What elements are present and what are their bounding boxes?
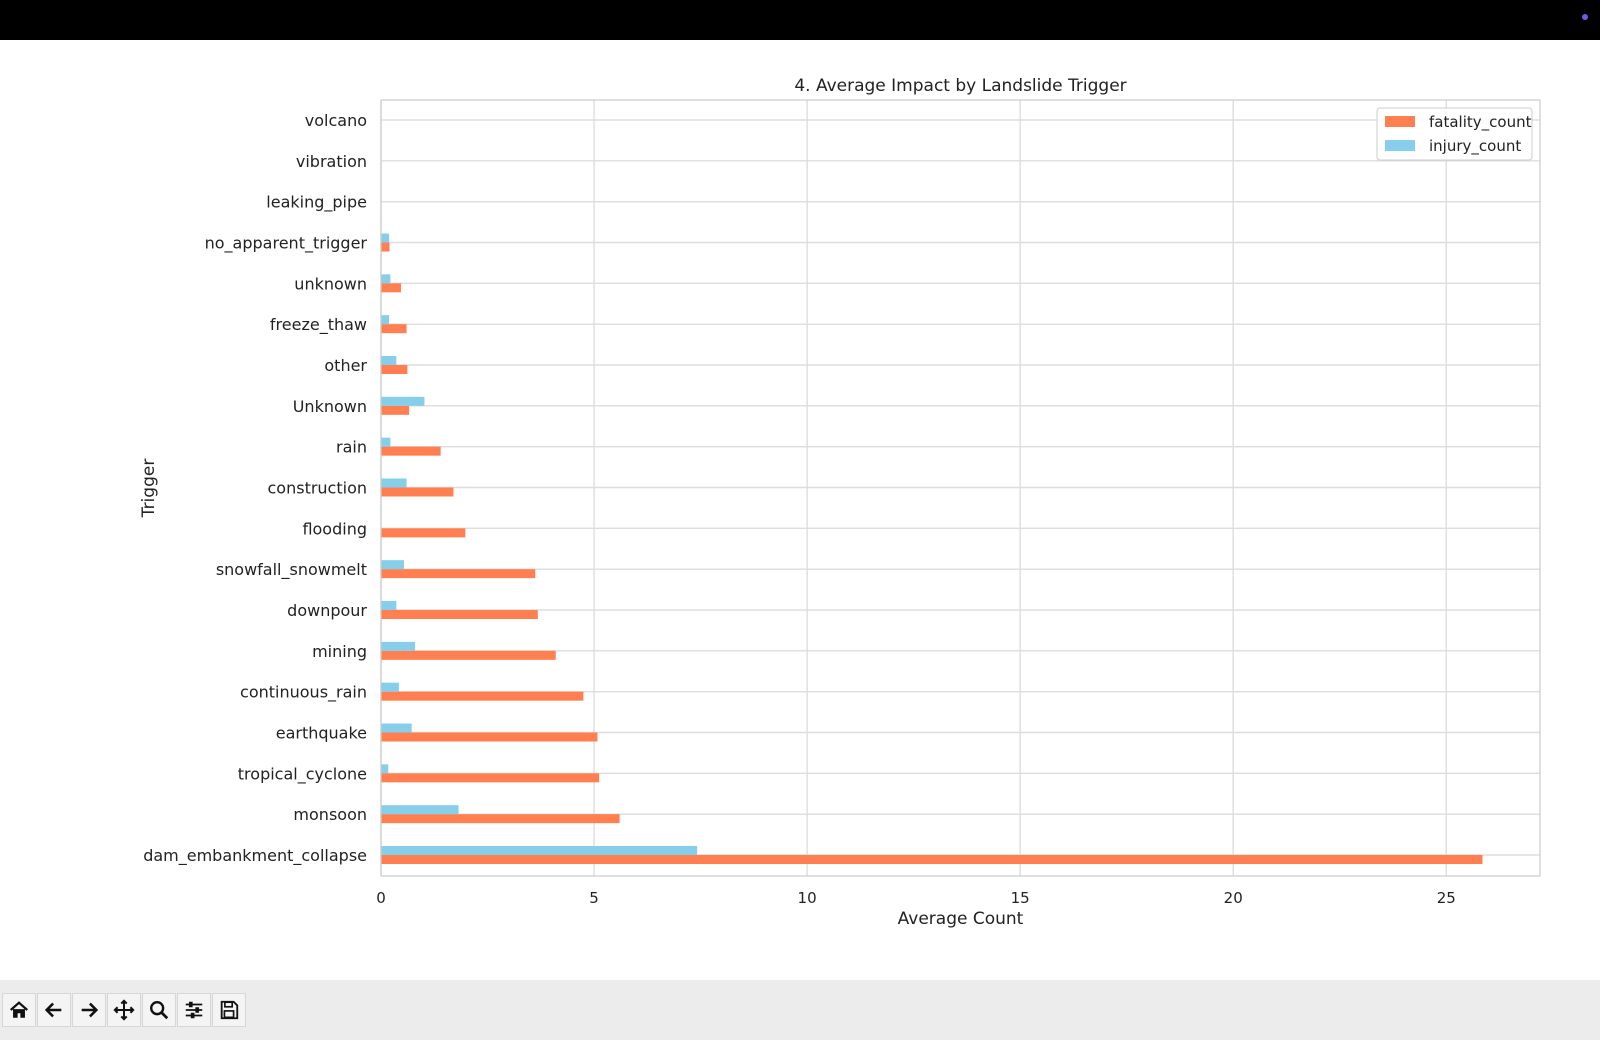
bar-fatality-flooding: [381, 528, 466, 538]
bar-fatality-unknown: [381, 283, 402, 293]
bar-injury-unknown: [381, 274, 391, 284]
y-tick-label-rain: rain: [336, 438, 367, 457]
bar-chart: 0 5 10 15 20 25 dam_embankment_collapse monsoo…: [139, 76, 1541, 929]
legend: fatality_count injury_count: [1376, 107, 1533, 161]
bar-fatality-snowfall-snowmelt: [381, 569, 536, 579]
bar-fatality-monsoon: [381, 814, 620, 824]
bar-fatality-unknown: [381, 405, 410, 415]
y-tick-label-no-apparent-trigger: no_apparent_trigger: [205, 234, 368, 254]
legend-label-injury-count: injury_count: [1429, 137, 1521, 156]
save-button[interactable]: [212, 993, 246, 1027]
bar-injury-no-apparent-trigger: [381, 233, 390, 243]
y-tick-label-freeze-thaw: freeze_thaw: [270, 315, 367, 335]
x-tick-label: 0: [376, 889, 386, 907]
home-button[interactable]: [2, 993, 36, 1027]
bar-injury-freeze-thaw: [381, 315, 390, 325]
y-tick-label-snowfall-snowmelt: snowfall_snowmelt: [216, 560, 367, 580]
bar-fatality-construction: [381, 487, 454, 497]
legend-swatch-fatality-count: [1385, 116, 1415, 127]
y-tick-label-dam-embankment-collapse: dam_embankment_collapse: [143, 846, 367, 866]
y-tick-labels: dam_embankment_collapse monsoon tropical_c…: [143, 111, 367, 866]
y-tick-label-volcano: volcano: [305, 111, 367, 130]
forward-button[interactable]: [72, 993, 106, 1027]
back-arrow-icon: [44, 1002, 62, 1018]
bar-injury-tropical-cyclone: [381, 764, 389, 774]
figure-canvas: 0 5 10 15 20 25 dam_embankment_collapse monsoo…: [0, 40, 1600, 980]
x-axis-label: Average Count: [898, 909, 1024, 929]
bar-injury-dam-embankment-collapse: [381, 846, 698, 855]
status-dot: [1582, 14, 1588, 20]
bar-fatality-mining: [381, 650, 556, 660]
bar-injury-rain: [381, 437, 391, 447]
x-tick-label: 25: [1437, 889, 1456, 907]
y-tick-label-flooding: flooding: [302, 519, 367, 538]
y-axis-label: Trigger: [139, 459, 159, 519]
back-button[interactable]: [37, 993, 71, 1027]
bar-fatality-earthquake: [381, 732, 598, 742]
configure-subplots-button[interactable]: [177, 993, 211, 1027]
y-tick-label-unknown: unknown: [294, 274, 367, 293]
zoom-icon: [150, 1001, 169, 1020]
y-tick-label-mining: mining: [312, 642, 367, 661]
y-tick-label-downpour: downpour: [287, 601, 367, 620]
legend-label-fatality-count: fatality_count: [1429, 113, 1532, 132]
bar-fatality-dam-embankment-collapse: [381, 855, 1483, 864]
bar-injury-downpour: [381, 601, 397, 610]
plot-frame: [380, 99, 1541, 877]
window-title-bar: [0, 0, 1600, 40]
bar-fatality-downpour: [381, 610, 538, 619]
pan-button[interactable]: [107, 993, 141, 1027]
bar-fatality-tropical-cyclone: [381, 773, 600, 783]
pan-icon: [113, 999, 135, 1021]
chart-title: 4. Average Impact by Landslide Trigger: [794, 76, 1126, 96]
bar-injury-continuous-rain: [381, 682, 399, 692]
bar-injury-other: [381, 356, 397, 365]
x-tick-label: 5: [589, 889, 599, 907]
legend-box: [1376, 107, 1533, 161]
bar-injury-unknown: [381, 396, 425, 406]
x-tick-label: 20: [1224, 889, 1243, 907]
x-tick-labels: 0 5 10 15 20 25: [376, 889, 1456, 907]
navigation-toolbar: [0, 980, 1600, 1040]
y-tick-label-construction: construction: [268, 479, 368, 498]
y-tick-label-continuous-rain: continuous_rain: [240, 683, 367, 703]
bar-fatality-freeze-thaw: [381, 324, 407, 334]
x-tick-label: 10: [798, 889, 817, 907]
bar-injury-snowfall-snowmelt: [381, 560, 405, 570]
y-tick-label-tropical-cyclone: tropical_cyclone: [238, 764, 367, 784]
y-tick-label-monsoon: monsoon: [293, 805, 367, 824]
bar-fatality-continuous-rain: [381, 691, 584, 701]
grid-lines: [380, 100, 1540, 876]
y-tick-label-leaking-pipe: leaking_pipe: [266, 193, 367, 213]
legend-swatch-injury-count: [1385, 140, 1415, 151]
bars: [381, 233, 1483, 864]
home-icon: [10, 1001, 28, 1018]
bar-fatality-other: [381, 365, 408, 374]
y-tick-label-vibration: vibration: [296, 152, 367, 171]
configure-subplots-icon: [185, 1001, 203, 1019]
y-tick-label-other: other: [324, 356, 367, 375]
y-tick-label-earthquake: earthquake: [276, 724, 367, 743]
x-tick-label: 15: [1011, 889, 1030, 907]
forward-arrow-icon: [81, 1002, 99, 1018]
bar-injury-monsoon: [381, 805, 459, 815]
y-tick-label-unknown: Unknown: [293, 397, 367, 416]
bar-injury-mining: [381, 641, 416, 651]
bar-injury-earthquake: [381, 723, 412, 733]
save-icon: [220, 1000, 239, 1020]
bar-injury-construction: [381, 478, 407, 488]
bar-fatality-rain: [381, 446, 441, 456]
zoom-button[interactable]: [142, 993, 176, 1027]
bar-fatality-no-apparent-trigger: [381, 242, 390, 252]
